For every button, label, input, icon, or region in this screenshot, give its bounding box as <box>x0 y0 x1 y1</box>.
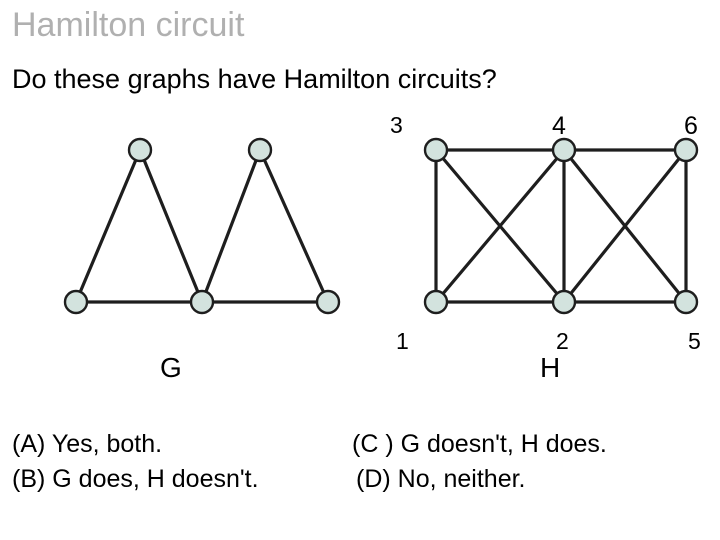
graph-h <box>400 120 710 330</box>
slide: Hamilton circuit Do these graphs have Ha… <box>0 0 720 540</box>
node-label: 3 <box>390 112 403 139</box>
graph-node <box>553 291 575 313</box>
graph-g-label: G <box>160 352 182 384</box>
node-label: 1 <box>396 328 409 355</box>
graph-node <box>553 139 575 161</box>
node-label: 2 <box>556 328 569 355</box>
graph-edge <box>140 150 202 302</box>
answer-b: (B) G does, H doesn't. <box>12 465 259 494</box>
answer-a: (A) Yes, both. <box>12 430 162 459</box>
node-label: 4 <box>552 112 566 141</box>
graph-node <box>249 139 271 161</box>
graph-edge <box>76 150 140 302</box>
graph-edge <box>260 150 328 302</box>
graph-node <box>317 291 339 313</box>
graph-edge <box>202 150 260 302</box>
graph-node <box>675 139 697 161</box>
graph-h-label: H <box>540 352 560 384</box>
graph-g <box>30 120 360 330</box>
answer-c: (C ) G doesn't, H does. <box>352 430 607 459</box>
graph-node <box>65 291 87 313</box>
page-title: Hamilton circuit <box>12 6 244 45</box>
graph-node <box>425 291 447 313</box>
question-text: Do these graphs have Hamilton circuits? <box>12 64 497 95</box>
graph-node <box>675 291 697 313</box>
graph-node <box>129 139 151 161</box>
graph-node <box>425 139 447 161</box>
node-label: 6 <box>684 112 698 141</box>
graph-node <box>191 291 213 313</box>
node-label: 5 <box>688 328 701 355</box>
answer-d: (D) No, neither. <box>356 465 526 494</box>
